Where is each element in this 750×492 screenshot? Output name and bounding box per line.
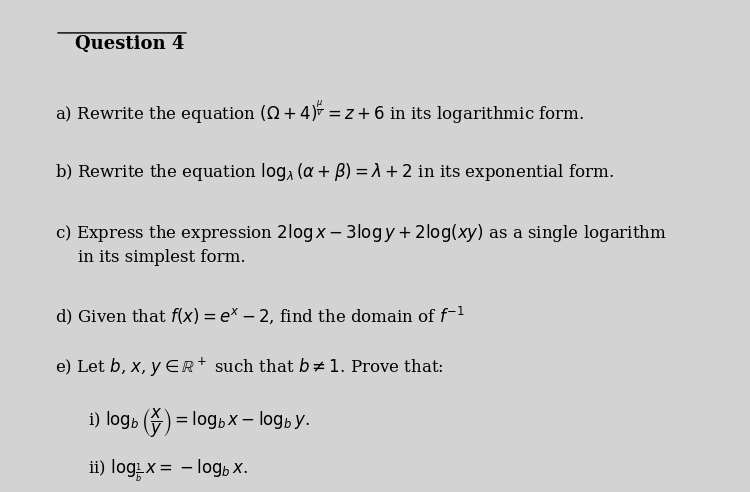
Text: Question 4: Question 4 — [75, 35, 184, 53]
Text: in its simplest form.: in its simplest form. — [79, 248, 246, 266]
Text: c) Express the expression $2 \log x - 3 \log y + 2 \log(xy)$ as a single logarit: c) Express the expression $2 \log x - 3 … — [55, 222, 667, 244]
Text: d) Given that $f(x) = e^{x} - 2$, find the domain of $f^{-1}$: d) Given that $f(x) = e^{x} - 2$, find t… — [55, 305, 464, 327]
Text: i) $\log_{b}\left(\dfrac{x}{y}\right) = \log_{b} x - \log_{b} y$.: i) $\log_{b}\left(\dfrac{x}{y}\right) = … — [88, 406, 310, 439]
Text: e) Let $b$, $x$, $y \in \mathbb{R}^+$ such that $b \neq 1$. Prove that:: e) Let $b$, $x$, $y \in \mathbb{R}^+$ su… — [55, 355, 444, 379]
Text: Question 4: Question 4 — [0, 491, 1, 492]
Text: b) Rewrite the equation $\log_{\lambda}(\alpha + \beta) = \lambda + 2$ in its ex: b) Rewrite the equation $\log_{\lambda}(… — [55, 161, 614, 184]
Text: a) Rewrite the equation $( \Omega + 4)^{\frac{\mu}{v}} = z + 6$ in its logarithm: a) Rewrite the equation $( \Omega + 4)^{… — [55, 98, 584, 125]
Text: ii) $\log_{\frac{1}{b}} x = -\log_{b} x$.: ii) $\log_{\frac{1}{b}} x = -\log_{b} x$… — [88, 458, 248, 485]
